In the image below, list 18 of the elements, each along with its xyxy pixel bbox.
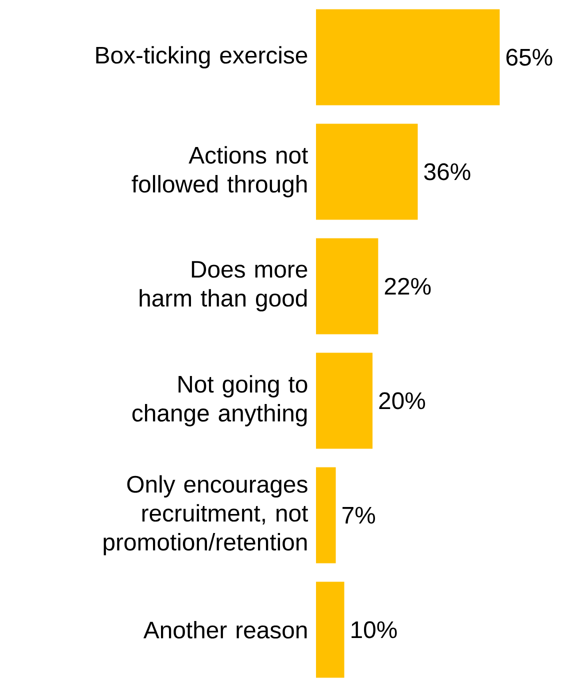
y-tick-label: Not going to change anything — [132, 375, 308, 426]
bar — [316, 467, 336, 564]
y-tick-label: Actions not followed through — [132, 146, 308, 198]
data-label: 20% — [379, 392, 426, 410]
data-label: 65% — [506, 48, 552, 66]
data-label: 10% — [352, 621, 397, 638]
data-label: 36% — [424, 163, 470, 180]
bar — [316, 352, 373, 449]
y-tick-label: Another reason — [143, 620, 307, 639]
bar — [316, 582, 344, 678]
bar — [316, 238, 378, 334]
bar — [316, 124, 418, 220]
bar — [316, 9, 500, 106]
data-label: 22% — [384, 278, 431, 295]
y-tick-label: Does more harm than good — [140, 261, 308, 312]
y-tick-label: Box-ticking exercise — [96, 46, 308, 68]
data-label: 7% — [342, 506, 375, 524]
y-tick-label: Only encourages recruitment, not promotion/retention — [104, 475, 308, 556]
